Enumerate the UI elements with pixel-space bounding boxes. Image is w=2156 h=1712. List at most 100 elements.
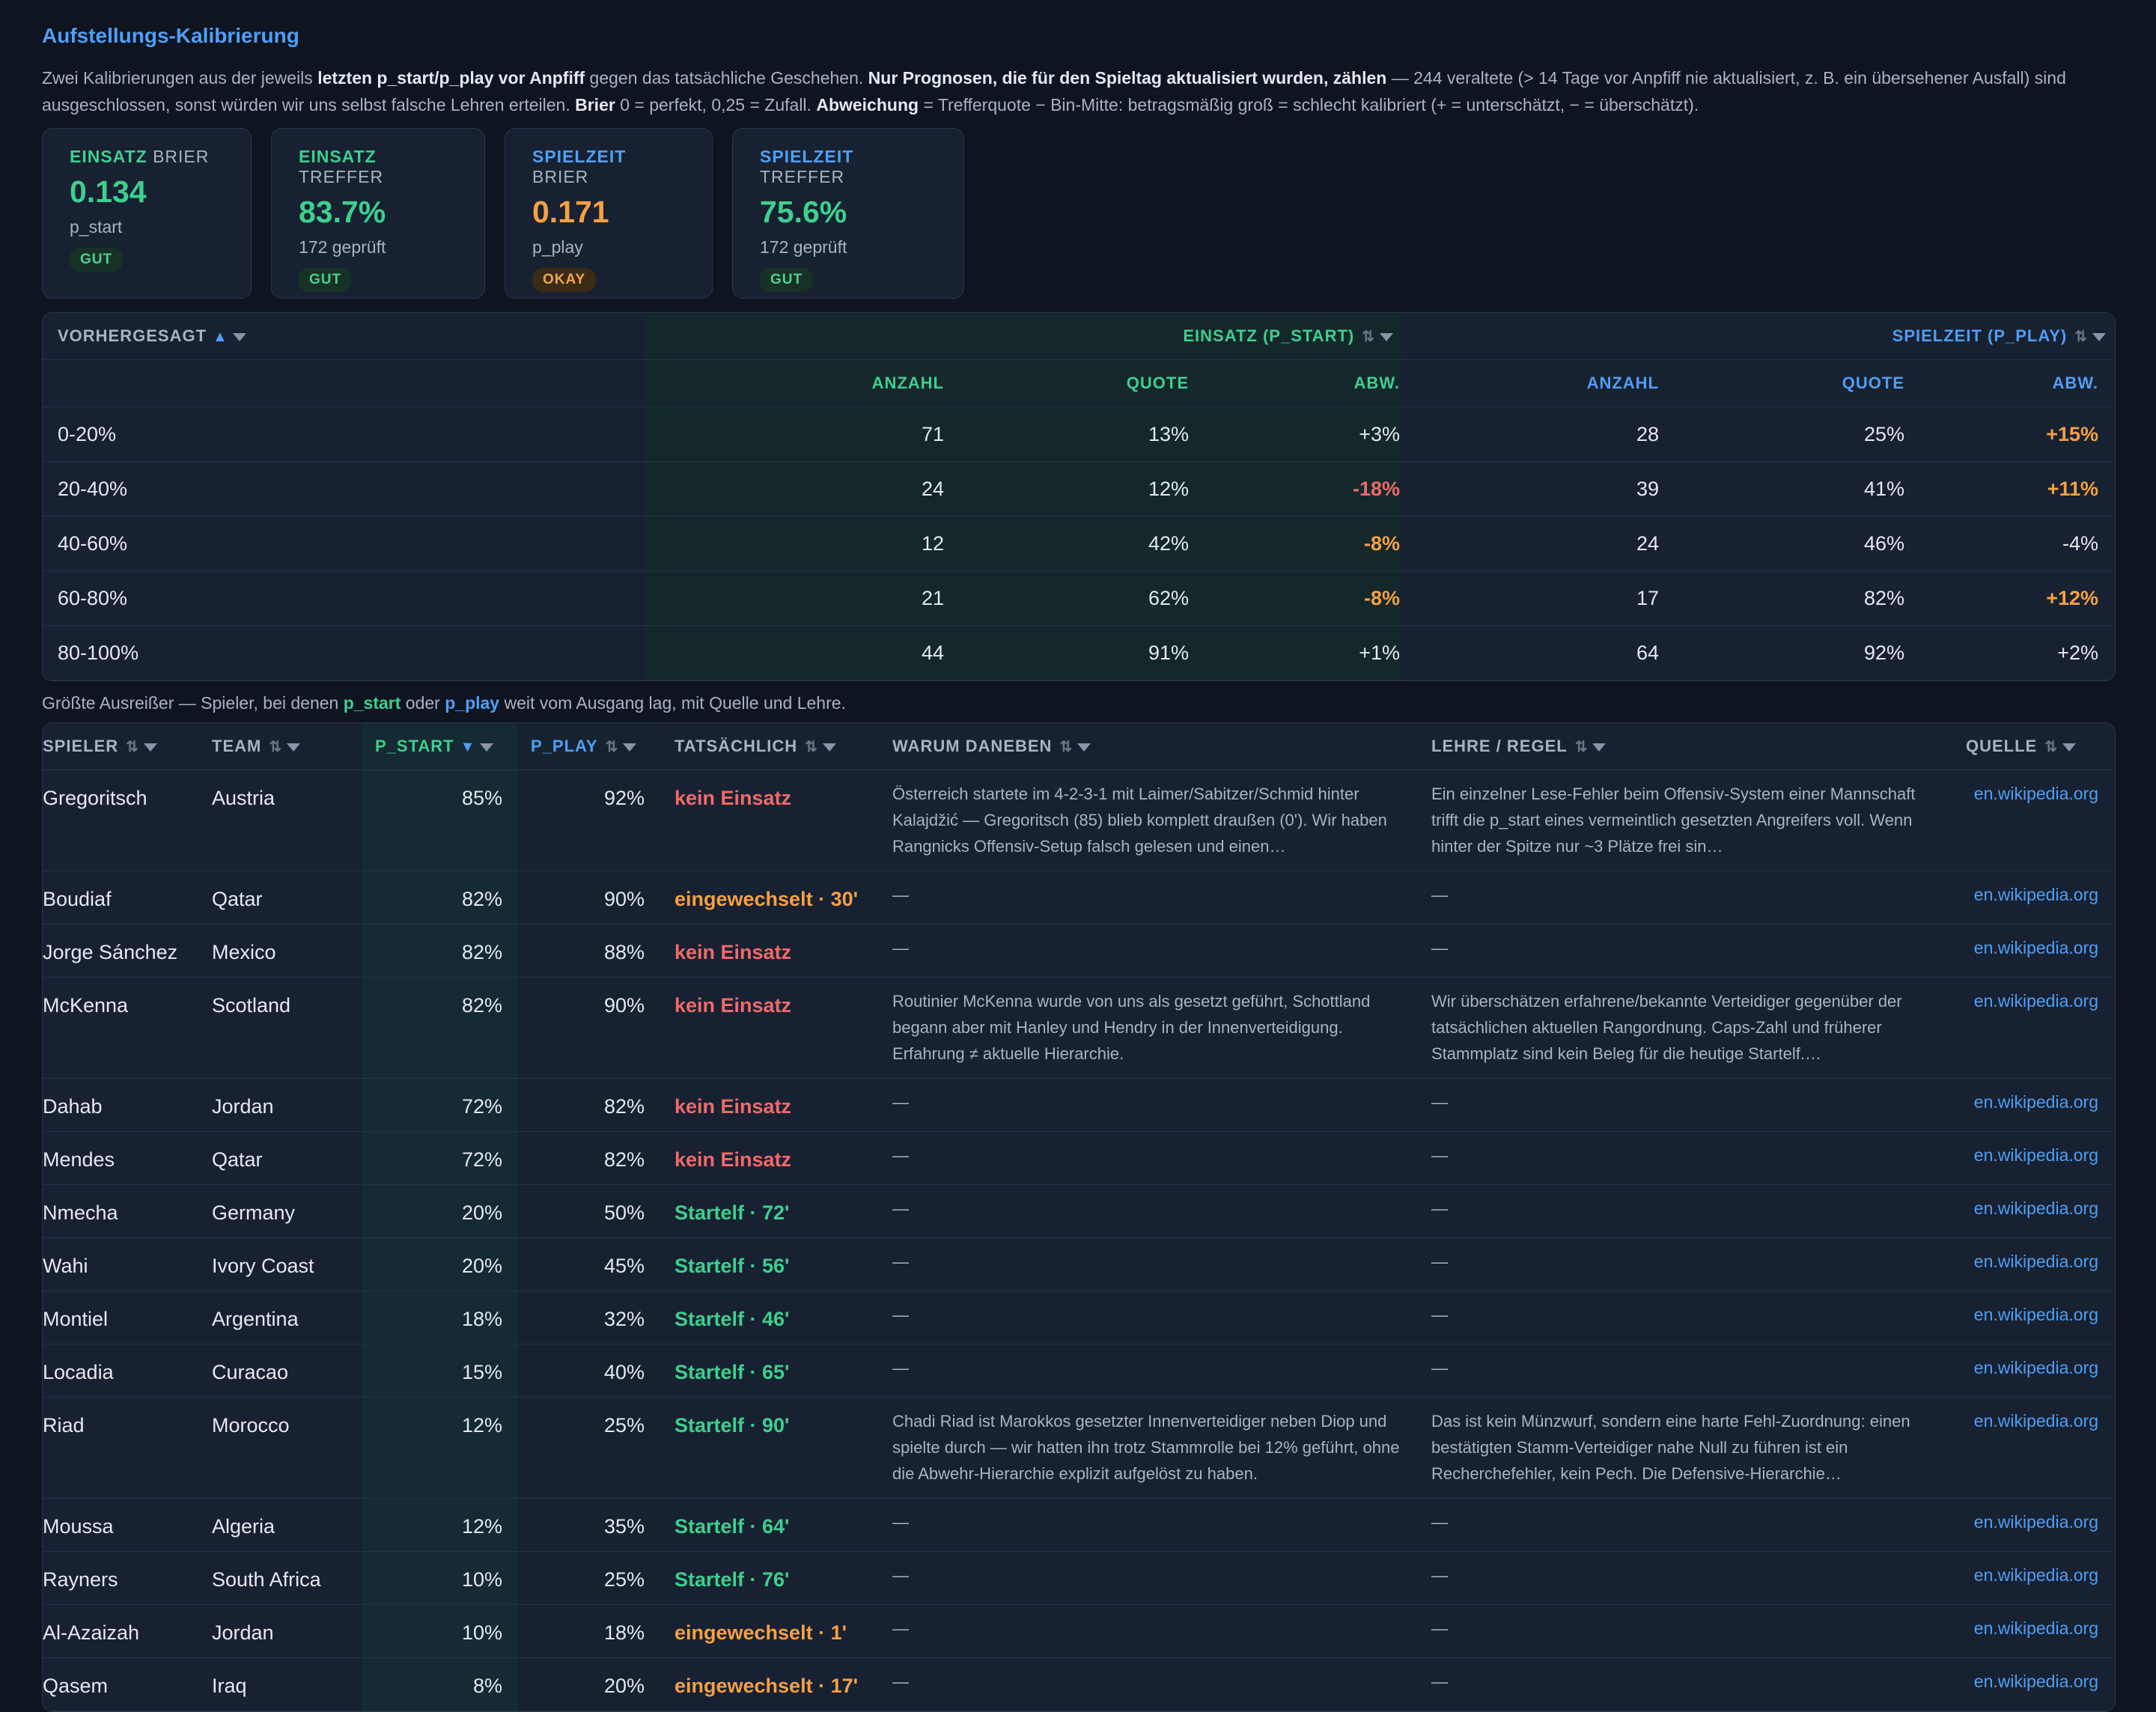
- sort-icon[interactable]: ⇅: [1362, 329, 1375, 345]
- source-link[interactable]: en.wikipedia.org: [1973, 991, 2098, 1011]
- p-play-value: 50%: [603, 1201, 645, 1224]
- calibration-table: VORHERGESAGT ▲ EINSATZ (P_START) ⇅ SPIELZE…: [43, 313, 2113, 680]
- outlier-row[interactable]: Gregoritsch Austria 85% 92% kein Einsatz Öste…: [43, 770, 2113, 871]
- filter-icon[interactable]: [822, 743, 836, 752]
- outlier-row[interactable]: Rayners South Africa 10% 25% Startelf · 76' —…: [43, 1551, 2113, 1605]
- group-start-label: EINSATZ (P_START): [1183, 326, 1355, 345]
- col-lesson-header[interactable]: LEHRE / REGEL ⇅: [1418, 723, 1951, 770]
- p-play-value: 18%: [603, 1621, 645, 1644]
- col-why-header[interactable]: WARUM DANEBEN ⇅: [879, 723, 1418, 770]
- filter-icon[interactable]: [480, 743, 494, 752]
- source-link[interactable]: en.wikipedia.org: [1973, 1305, 2098, 1324]
- col-actual-header[interactable]: TATSÄCHLICH ⇅: [660, 723, 879, 770]
- source-link[interactable]: en.wikipedia.org: [1973, 938, 2098, 957]
- filter-icon[interactable]: [1077, 743, 1091, 752]
- sub-header-anzahl-play[interactable]: ANZAHL: [1401, 359, 1660, 407]
- outliers-table-card: SPIELER ⇅ TEAM ⇅ P_START ▼ P_PLAY ⇅ TATSÄCHL…: [42, 722, 2116, 1712]
- sort-desc-icon[interactable]: ▼: [460, 739, 476, 755]
- group-header-play[interactable]: SPIELZEIT (P_PLAY) ⇅: [1401, 313, 2113, 360]
- team-name: Iraq: [212, 1675, 247, 1697]
- calibration-row: 20-40% 24 12% -18% 39 41% +11%: [43, 461, 2113, 517]
- sort-icon[interactable]: ⇅: [605, 739, 619, 755]
- source-link[interactable]: en.wikipedia.org: [1973, 1565, 2098, 1585]
- source-link[interactable]: en.wikipedia.org: [1973, 1252, 2098, 1271]
- sub-header-abw-play[interactable]: ABW.: [1905, 359, 2113, 407]
- sort-asc-icon[interactable]: ▲: [213, 329, 228, 345]
- sort-icon[interactable]: ⇅: [2074, 329, 2088, 345]
- outlier-row[interactable]: Boudiaf Qatar 82% 90% eingewechselt · 30' — — e…: [43, 871, 2113, 924]
- col-label: WARUM DANEBEN: [892, 737, 1053, 755]
- lesson-text: —: [1431, 1146, 1448, 1165]
- calibration-row: 40-60% 12 42% -8% 24 46% -4%: [43, 516, 2113, 571]
- sort-icon[interactable]: ⇅: [126, 739, 139, 755]
- sub-header-abw-start[interactable]: ABW.: [1190, 359, 1401, 407]
- outlier-row[interactable]: Wahi Ivory Coast 20% 45% Startelf · 56' — — en.…: [43, 1237, 2113, 1291]
- source-link[interactable]: en.wikipedia.org: [1973, 1618, 2098, 1638]
- outlier-row[interactable]: Moussa Algeria 12% 35% Startelf · 64' — — en.wi…: [43, 1498, 2113, 1552]
- sub-header-quote-play[interactable]: QUOTE: [1660, 359, 1905, 407]
- filter-icon[interactable]: [2092, 332, 2106, 341]
- player-name: Riad: [43, 1414, 85, 1437]
- why-missed-text: Österreich startete im 4-2-3-1 mit Laime…: [892, 785, 1387, 856]
- col-label: TATSÄCHLICH: [674, 737, 798, 755]
- actual-result: kein Einsatz: [674, 1095, 792, 1118]
- filter-icon[interactable]: [623, 743, 637, 752]
- sort-icon[interactable]: ⇅: [269, 739, 283, 755]
- sort-icon[interactable]: ⇅: [1574, 739, 1589, 755]
- play-rate: 46%: [1660, 516, 1905, 571]
- col-team-header[interactable]: TEAM ⇅: [212, 723, 362, 770]
- filter-icon[interactable]: [143, 743, 157, 752]
- source-link[interactable]: en.wikipedia.org: [1973, 1512, 2098, 1532]
- bin-label: 40-60%: [43, 516, 645, 571]
- outlier-row[interactable]: Locadia Curacao 15% 40% Startelf · 65' — — en.w…: [43, 1344, 2113, 1398]
- group-header-start[interactable]: EINSATZ (P_START) ⇅: [645, 313, 1401, 360]
- sort-icon[interactable]: ⇅: [805, 739, 818, 755]
- outlier-row[interactable]: Jorge Sánchez Mexico 82% 88% kein Einsatz — — e…: [43, 924, 2113, 978]
- outlier-row[interactable]: Qasem Iraq 8% 20% eingewechselt · 17' — — en.wi…: [43, 1657, 2113, 1711]
- source-link[interactable]: en.wikipedia.org: [1973, 784, 2098, 803]
- outlier-row[interactable]: Mendes Qatar 72% 82% kein Einsatz — — en.wikipe…: [43, 1131, 2113, 1185]
- actual-result: Startelf · 56': [674, 1255, 790, 1277]
- filter-icon[interactable]: [1380, 332, 1393, 341]
- source-link[interactable]: en.wikipedia.org: [1973, 1411, 2098, 1431]
- col-label: QUELLE: [1966, 737, 2038, 755]
- source-link[interactable]: en.wikipedia.org: [1973, 1198, 2098, 1218]
- col-source-header[interactable]: QUELLE ⇅: [1951, 723, 2113, 770]
- sort-icon[interactable]: ⇅: [1059, 739, 1074, 755]
- p-start-value: 82%: [461, 888, 502, 910]
- source-link[interactable]: en.wikipedia.org: [1973, 1358, 2098, 1377]
- play-count: 24: [1401, 516, 1660, 571]
- start-rate: 42%: [945, 516, 1190, 571]
- p-start-value: 72%: [461, 1095, 502, 1118]
- p-play-value: 88%: [603, 941, 645, 963]
- outlier-row[interactable]: Nmecha Germany 20% 50% Startelf · 72' — — en.wi…: [43, 1184, 2113, 1238]
- outlier-row[interactable]: Montiel Argentina 18% 32% Startelf · 46' — — en…: [43, 1291, 2113, 1344]
- team-name: Mexico: [212, 941, 276, 963]
- source-link[interactable]: en.wikipedia.org: [1973, 1092, 2098, 1112]
- filter-icon[interactable]: [1592, 743, 1607, 752]
- outlier-row[interactable]: Riad Morocco 12% 25% Startelf · 90' Chadi Ria…: [43, 1397, 2113, 1499]
- col-player-header[interactable]: SPIELER ⇅: [43, 723, 212, 770]
- outlier-row[interactable]: Dahab Jordan 72% 82% kein Einsatz — — en.wikipe…: [43, 1078, 2113, 1132]
- col-predicted-header[interactable]: VORHERGESAGT ▲: [43, 313, 645, 360]
- source-link[interactable]: en.wikipedia.org: [1973, 1145, 2098, 1165]
- source-link[interactable]: en.wikipedia.org: [1973, 1672, 2098, 1691]
- outlier-row[interactable]: Al-Azaizah Jordan 10% 18% eingewechselt · 1'…: [43, 1604, 2113, 1658]
- play-deviation: +2%: [1905, 625, 2113, 680]
- sub-header-quote-start[interactable]: QUOTE: [945, 359, 1190, 407]
- note-bold-start: p_start: [343, 693, 401, 713]
- col-pplay-header[interactable]: P_PLAY ⇅: [517, 723, 660, 770]
- start-count: 44: [645, 625, 945, 680]
- kpi-label-text: TREFFER: [760, 167, 845, 186]
- team-name: South Africa: [212, 1568, 321, 1591]
- player-name: Boudiaf: [43, 888, 112, 910]
- filter-icon[interactable]: [287, 743, 301, 752]
- sort-icon[interactable]: ⇅: [2044, 739, 2058, 755]
- sub-header-anzahl-start[interactable]: ANZAHL: [645, 359, 945, 407]
- filter-icon[interactable]: [2062, 743, 2076, 752]
- filter-icon[interactable]: [232, 332, 246, 341]
- col-pstart-header[interactable]: P_START ▼: [362, 723, 517, 770]
- source-link[interactable]: en.wikipedia.org: [1973, 885, 2098, 904]
- outlier-row[interactable]: McKenna Scotland 82% 90% kein Einsatz Routini…: [43, 977, 2113, 1079]
